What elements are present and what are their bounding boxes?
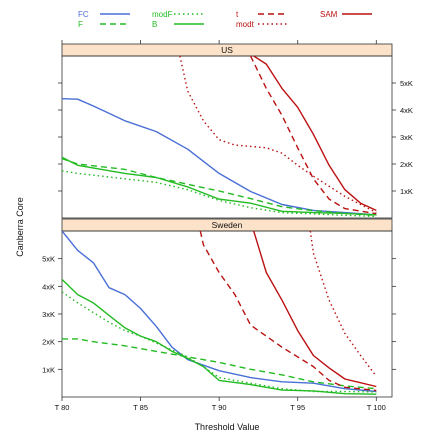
y-tick-label-sweden-2: 3xK (42, 310, 55, 319)
x-axis-label: Threshold Value (195, 422, 260, 432)
strip-label-sweden: Sweden (212, 220, 243, 230)
y-tick-label-sweden-4: 5xK (42, 255, 55, 264)
series-sweden-t (199, 231, 377, 392)
legend-label-b: B (152, 20, 157, 29)
legend-label-t: t (236, 10, 239, 19)
series-us-f (62, 157, 377, 216)
panel-frame-us (61, 55, 393, 219)
series-us-t (249, 56, 377, 215)
series-sweden-modt (309, 231, 377, 377)
y-tick-label-us-3: 4xK (400, 106, 413, 115)
y-tick-label-sweden-0: 1xK (42, 365, 55, 374)
legend-label-sam: SAM (320, 10, 338, 19)
x-tick-label-4: T 100 (367, 403, 386, 412)
y-tick-label-us-2: 3xK (400, 133, 413, 142)
series-us-modt (179, 56, 377, 214)
series-sweden-sam (253, 231, 377, 388)
legend-label-fc: FC (78, 10, 89, 19)
series-group-sweden (62, 231, 377, 395)
series-group-us (62, 56, 377, 218)
y-axis-label: Canberra Core (15, 197, 25, 257)
y-tick-label-sweden-3: 4xK (42, 282, 55, 291)
series-us-b (62, 156, 377, 216)
series-sweden-fc (62, 231, 377, 393)
series-sweden-b (62, 278, 377, 395)
x-tick-label-0: T 80 (55, 403, 70, 412)
x-tick-label-3: T 95 (290, 403, 305, 412)
x-tick-label-2: T 90 (212, 403, 227, 412)
legend-label-f: F (78, 20, 83, 29)
strip-label-us: US (221, 45, 233, 55)
y-tick-label-us-4: 5xK (400, 79, 413, 88)
x-tick-label-1: T 85 (133, 403, 148, 412)
legend-label-modt: modt (236, 20, 255, 29)
y-tick-label-sweden-1: 2xK (42, 338, 55, 347)
series-sweden-modf (62, 291, 377, 393)
series-us-fc (62, 98, 377, 216)
series-us-modf (62, 170, 377, 218)
y-tick-label-us-1: 2xK (400, 160, 413, 169)
legend-label-modf: modF (152, 10, 173, 19)
series-us-sam (253, 56, 377, 212)
y-tick-label-us-0: 1xK (400, 187, 413, 196)
series-sweden-f (62, 338, 377, 390)
